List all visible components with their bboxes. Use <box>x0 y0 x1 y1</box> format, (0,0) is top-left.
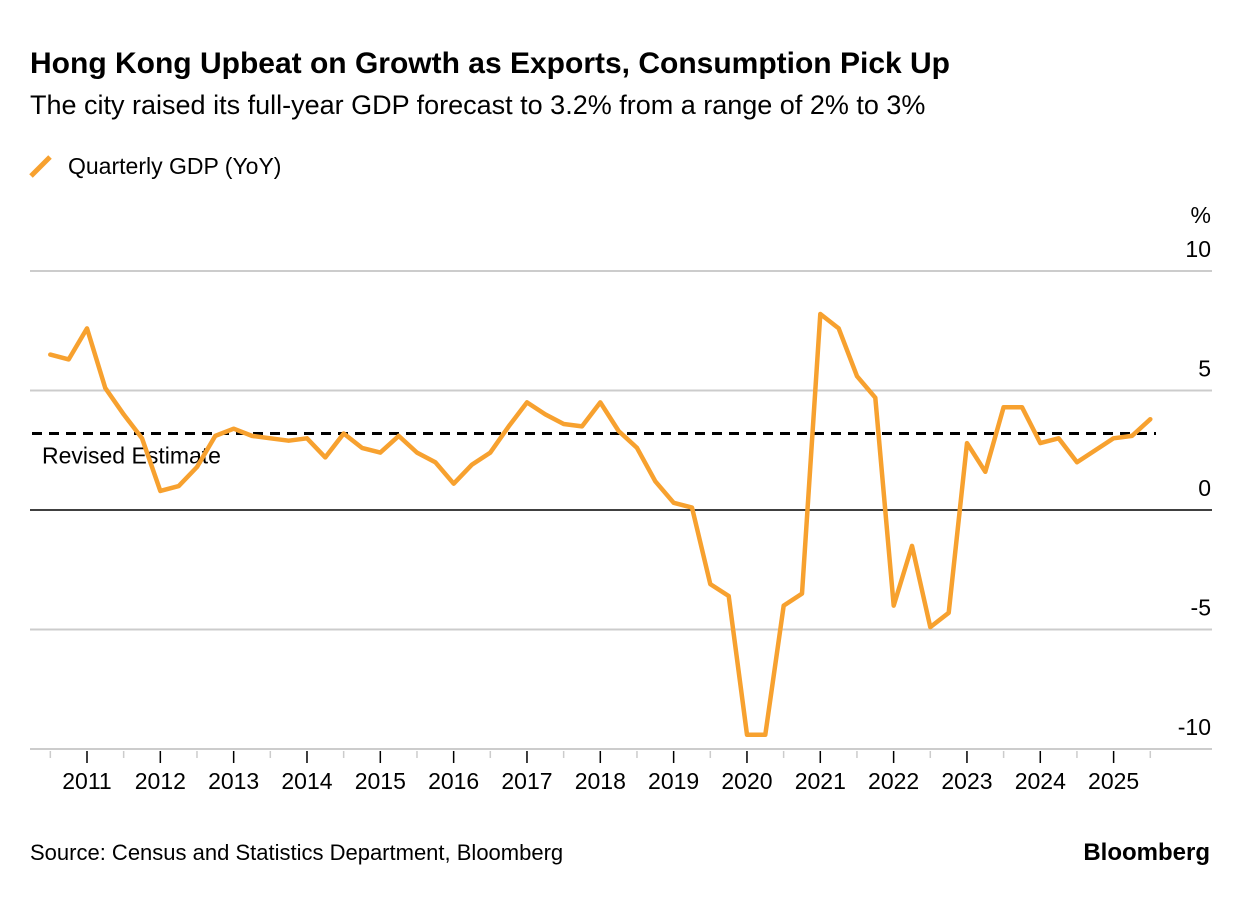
revised-estimate-label: Revised Estimate <box>42 443 221 469</box>
x-tick-label: 2022 <box>868 768 919 794</box>
legend-swatch-icon <box>31 157 50 176</box>
legend: Quarterly GDP (YoY) <box>31 153 281 179</box>
y-axis-unit: % <box>1191 202 1211 228</box>
gridlines <box>30 271 1212 749</box>
x-tick-label: 2016 <box>428 768 479 794</box>
x-axis: 2011 2012 2013 2014 2015 2016 2017 2018 2019 2020… <box>50 751 1150 794</box>
x-tick-label: 2020 <box>721 768 772 794</box>
x-tick-label: 2013 <box>208 768 259 794</box>
x-tick-label: 2019 <box>648 768 699 794</box>
x-tick-label: 2011 <box>62 768 111 794</box>
x-tick-label: 2018 <box>575 768 626 794</box>
chart-subtitle: The city raised its full-year GDP foreca… <box>30 90 925 120</box>
legend-label: Quarterly GDP (YoY) <box>68 153 281 179</box>
bloomberg-logo: Bloomberg <box>1083 839 1210 866</box>
series-group <box>50 314 1150 735</box>
chart-title: Hong Kong Upbeat on Growth as Exports, C… <box>30 47 950 80</box>
y-tick-label: -10 <box>1178 714 1211 740</box>
y-tick-label: 0 <box>1198 475 1211 501</box>
y-tick-label: 10 <box>1185 236 1211 262</box>
x-tick-label: 2021 <box>795 768 846 794</box>
x-tick-label: 2012 <box>135 768 186 794</box>
series-line <box>50 314 1150 735</box>
x-tick-label: 2024 <box>1015 768 1066 794</box>
x-tick-label: 2025 <box>1088 768 1139 794</box>
x-tick-label: 2017 <box>501 768 552 794</box>
y-axis: 10 5 0 -5 -10 <box>1178 236 1211 740</box>
x-tick-label: 2015 <box>355 768 406 794</box>
y-tick-label: 5 <box>1198 356 1211 382</box>
x-tick-label: 2023 <box>941 768 992 794</box>
source-note: Source: Census and Statistics Department… <box>30 840 563 865</box>
x-tick-label: 2014 <box>281 768 332 794</box>
y-tick-label: -5 <box>1191 595 1211 621</box>
